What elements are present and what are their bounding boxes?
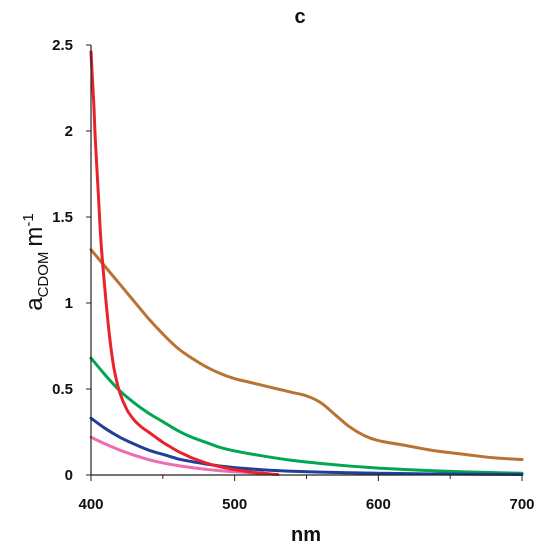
chart-title: c	[294, 6, 305, 28]
x-tick-label: 600	[366, 496, 391, 513]
y-axis-label-unit: m	[21, 227, 48, 247]
x-tick-label: 700	[509, 496, 534, 513]
y-tick-label: 2.5	[52, 37, 73, 54]
y-tick-label: 1.5	[52, 209, 73, 226]
x-tick-label: 500	[222, 496, 247, 513]
series-line-5	[89, 50, 280, 476]
series-line-3	[89, 416, 524, 476]
y-axis-label-sub: CDOM	[35, 252, 52, 298]
y-tick-label: 1	[65, 295, 73, 312]
y-tick-label: 0	[65, 467, 73, 484]
y-axis-label-sup: -1	[20, 213, 37, 226]
x-axis-label: nm	[291, 524, 321, 546]
series-line-2	[89, 356, 524, 475]
y-tick-label: 2	[65, 123, 73, 140]
y-axis-label: aCDOM m-1	[20, 213, 52, 311]
plot-area	[89, 50, 524, 476]
x-axis: 400 500 600 700	[78, 474, 535, 513]
y-tick-label: 0.5	[52, 381, 73, 398]
series-line-4	[89, 435, 265, 475]
y-axis: 0 0.5 1 1.5 2 2.5	[52, 37, 92, 484]
series-line-1	[89, 248, 524, 462]
x-tick-label: 400	[78, 496, 103, 513]
y-axis-label-main: a	[21, 297, 48, 311]
